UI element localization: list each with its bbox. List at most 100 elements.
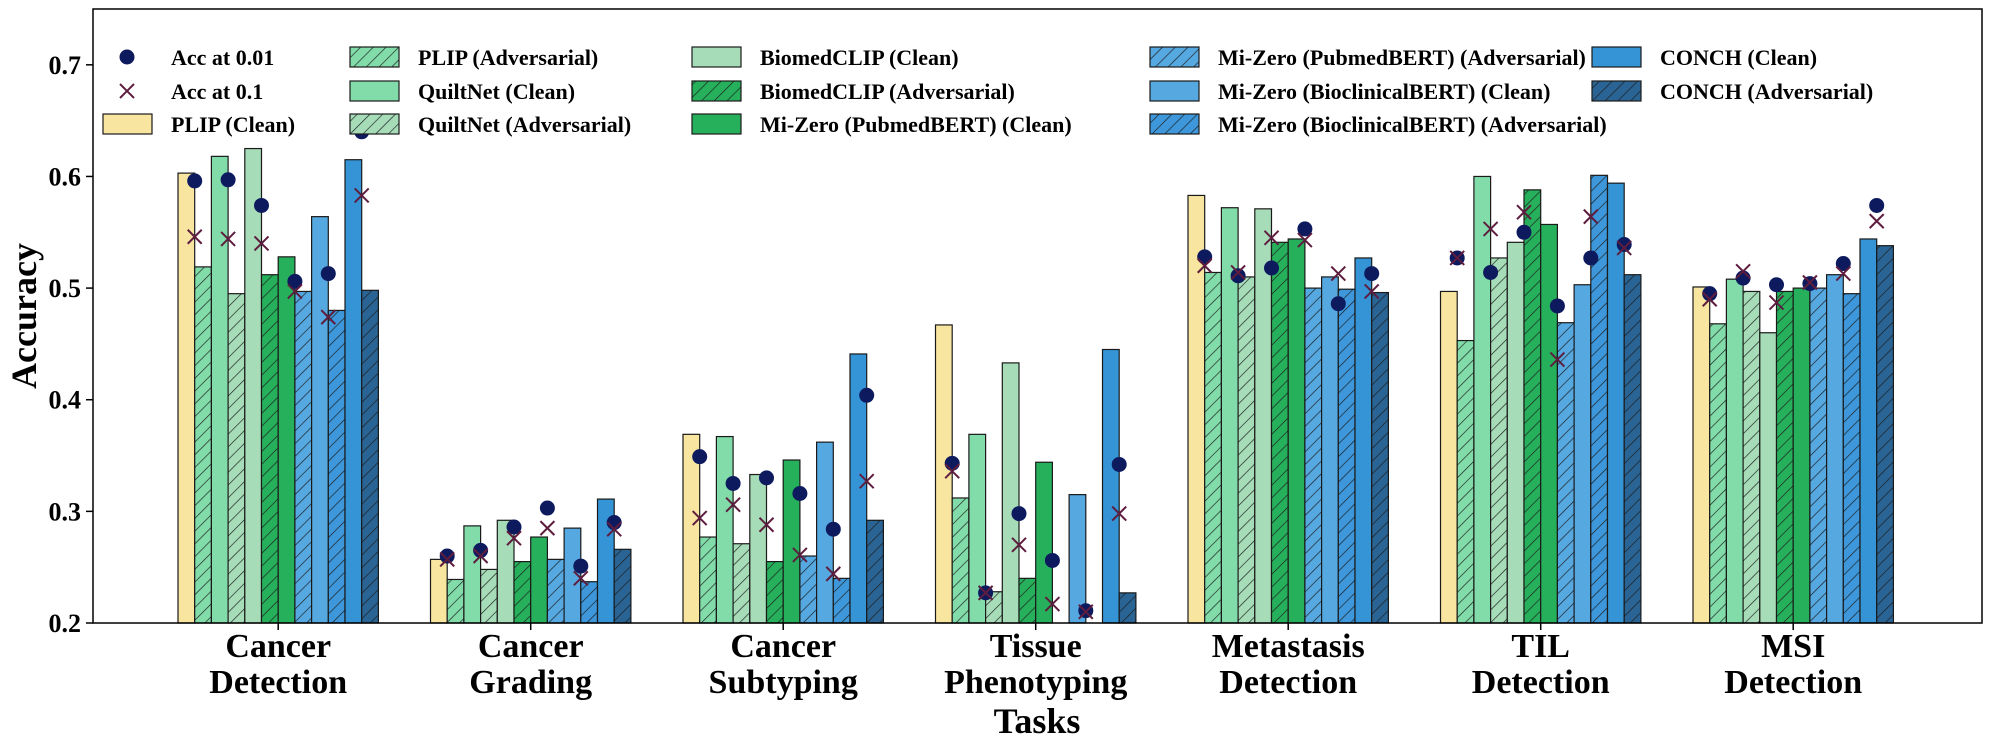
bar xyxy=(683,434,700,623)
bar-hatch xyxy=(1204,272,1222,623)
y-tick-label: 0.7 xyxy=(49,51,82,80)
marker-acc-01 xyxy=(573,570,589,587)
bar xyxy=(564,528,581,623)
bar-hatch xyxy=(1238,276,1255,623)
bar-hatch xyxy=(952,497,969,623)
bar-hatch xyxy=(614,549,631,623)
bar-hatch xyxy=(1271,242,1289,623)
legend-item: QuiltNet (Adversarial) xyxy=(349,112,631,137)
bar-hatch xyxy=(1743,291,1760,623)
legend: Acc at 0.01 Acc at 0.1 PLIP (Clean) PLIP (A… xyxy=(102,45,1873,137)
marker-acc-001 xyxy=(1197,249,1213,265)
legend-swatch-outline xyxy=(691,46,742,68)
bar-hatch xyxy=(733,543,750,623)
bar-hatch xyxy=(1809,288,1827,623)
x-tick-label-line: Cancer xyxy=(730,628,836,665)
x-tick-label-line: Cancer xyxy=(478,628,584,665)
marker-acc-01 xyxy=(506,530,522,546)
bar xyxy=(1288,238,1305,624)
x-tick-label-line: Grading xyxy=(469,664,592,701)
marker-acc-01 xyxy=(1363,283,1380,300)
bar-hatch xyxy=(1624,274,1641,623)
legend-marker-circle xyxy=(119,49,135,65)
bar-hatch xyxy=(228,293,245,623)
bar xyxy=(178,173,195,623)
bar xyxy=(1507,242,1524,623)
legend-swatch-outline xyxy=(691,80,742,102)
legend-swatch-hatch xyxy=(1150,114,1199,134)
bar xyxy=(278,256,295,623)
legend-item: Mi-Zero (PubmedBERT) (Adversarial) xyxy=(1149,45,1586,70)
x-tick-label: Tissue Phenotyping xyxy=(944,628,1127,701)
x-tick-label: Metastasis Detection xyxy=(1212,628,1365,701)
marker-acc-001 xyxy=(792,486,808,502)
marker-acc-001 xyxy=(1769,277,1784,293)
legend-item: Mi-Zero (BioclinicalBERT) (Adversarial) xyxy=(1149,112,1607,137)
legend-label: CONCH (Adversarial) xyxy=(1660,79,1873,104)
marker-acc-001 xyxy=(320,266,336,282)
bar xyxy=(1607,183,1625,624)
x-tick-label: Cancer Grading xyxy=(469,628,592,701)
bar xyxy=(1002,362,1019,623)
marker-acc-001 xyxy=(506,519,522,535)
legend-label: QuiltNet (Adversarial) xyxy=(418,112,631,137)
bar-hatch xyxy=(1776,291,1794,623)
marker-acc-001 xyxy=(944,455,960,471)
marker-acc-01 xyxy=(1868,213,1885,229)
bar xyxy=(1860,238,1877,624)
y-tick-label: 0.5 xyxy=(49,274,82,303)
marker-acc-01 xyxy=(1583,208,1599,225)
legend-swatch-hatch xyxy=(350,114,399,134)
marker-acc-01 xyxy=(1011,537,1027,553)
marker-acc-01 xyxy=(1449,250,1465,266)
bar-hatch xyxy=(1876,245,1894,623)
marker-acc-001 xyxy=(1483,264,1499,280)
marker-acc-001 xyxy=(287,273,303,289)
bar xyxy=(1254,208,1272,623)
legend-swatch xyxy=(350,81,399,101)
legend-item: CONCH (Clean) xyxy=(1591,45,1817,70)
x-tick-label-line: Detection xyxy=(1724,664,1862,701)
bar-hatch xyxy=(361,290,379,623)
legend-swatch-outline xyxy=(691,113,742,135)
bar-hatch xyxy=(699,537,717,623)
legend-swatch-outline xyxy=(349,80,400,102)
marker-acc-001 xyxy=(1264,260,1279,276)
bar xyxy=(430,559,448,623)
bar xyxy=(1102,349,1120,623)
legend-swatch-outline xyxy=(1149,113,1200,135)
x-tick-label-line: MSI xyxy=(1761,628,1825,665)
marker-acc-01 xyxy=(1802,274,1818,291)
bar xyxy=(345,159,362,623)
bar xyxy=(1355,257,1372,623)
marker-acc-01 xyxy=(1516,204,1532,220)
bar-hatch xyxy=(1371,292,1389,623)
legend-swatch xyxy=(692,114,741,134)
legend-item: CONCH (Adversarial) xyxy=(1591,79,1873,104)
y-tick-label: 0.4 xyxy=(49,386,82,415)
x-tick-label-line: TIL xyxy=(1511,628,1570,665)
marker-acc-001 xyxy=(1583,250,1599,266)
x-tick-label-line: Detection xyxy=(1219,664,1357,701)
bar-hatch xyxy=(1490,257,1508,623)
marker-acc-01 xyxy=(287,283,303,300)
legend-marker-x xyxy=(119,83,135,99)
marker-acc-01 xyxy=(1111,505,1127,522)
legend-item: QuiltNet (Clean) xyxy=(349,79,575,104)
bar xyxy=(1693,286,1710,623)
legend-label: BiomedCLIP (Adversarial) xyxy=(760,79,1015,104)
marker-acc-001 xyxy=(254,197,269,213)
bar xyxy=(1069,494,1086,623)
marker-acc-01 xyxy=(1735,263,1751,280)
x-tick-label-line: Cancer xyxy=(225,628,331,665)
legend-label: Mi-Zero (PubmedBERT) (Adversarial) xyxy=(1218,45,1586,70)
legend-swatch-hatch xyxy=(350,47,399,67)
bar-hatch xyxy=(1557,322,1575,623)
legend-swatch xyxy=(103,114,152,134)
bar-hatch xyxy=(1843,293,1860,623)
marker-acc-001 xyxy=(1297,221,1313,237)
marker-acc-001 xyxy=(1516,224,1532,240)
legend-swatch-outline xyxy=(1591,80,1642,102)
marker-acc-001 xyxy=(1364,266,1380,282)
